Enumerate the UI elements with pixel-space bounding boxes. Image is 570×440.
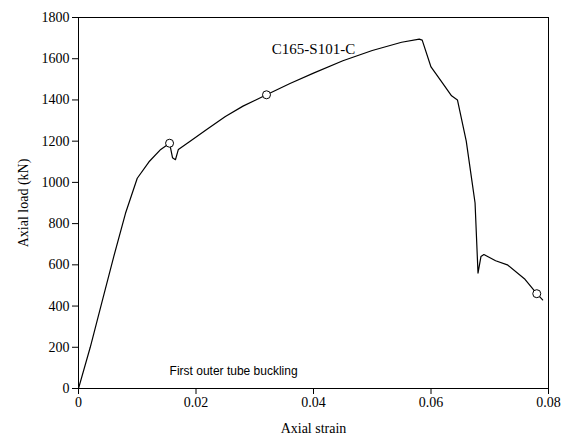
- svg-text:First outer tube buckling: First outer tube buckling: [170, 364, 298, 378]
- svg-text:Axial strain: Axial strain: [281, 421, 347, 436]
- svg-text:0: 0: [75, 395, 82, 410]
- svg-text:C165-S101-C: C165-S101-C: [272, 41, 355, 57]
- svg-text:200: 200: [49, 340, 70, 355]
- svg-text:0: 0: [63, 381, 70, 396]
- svg-text:600: 600: [49, 257, 70, 272]
- svg-text:1000: 1000: [42, 175, 70, 190]
- svg-text:1200: 1200: [42, 134, 70, 149]
- svg-text:800: 800: [49, 216, 70, 231]
- svg-text:0.04: 0.04: [301, 395, 326, 410]
- svg-text:1600: 1600: [42, 51, 70, 66]
- svg-text:1800: 1800: [42, 10, 70, 25]
- svg-text:400: 400: [49, 299, 70, 314]
- svg-text:Axial load (kN): Axial load (kN): [16, 158, 32, 247]
- svg-text:0.08: 0.08: [536, 395, 561, 410]
- svg-text:1400: 1400: [42, 92, 70, 107]
- svg-text:0.06: 0.06: [419, 395, 444, 410]
- svg-text:0.02: 0.02: [184, 395, 209, 410]
